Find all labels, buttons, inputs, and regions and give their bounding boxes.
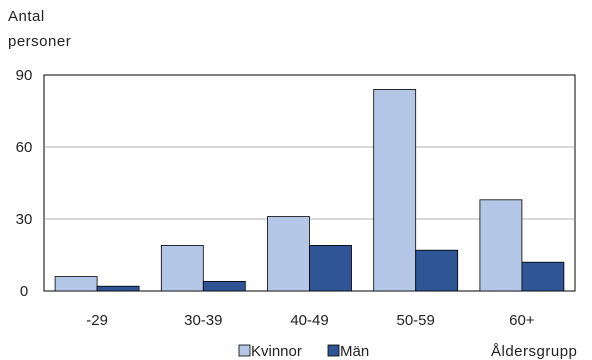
bar-man--29 xyxy=(96,285,140,292)
legend: Kvinnor Män xyxy=(238,343,369,360)
x-tick-label: 40-49 xyxy=(290,312,328,329)
bar-man-60+ xyxy=(521,261,565,292)
bar-kvinnor-60+ xyxy=(479,199,523,292)
bar-kvinnor-30-39 xyxy=(160,244,204,292)
legend-label-kvinnor: Kvinnor xyxy=(251,343,302,360)
y-tick-labels: 0 30 60 90 xyxy=(16,67,33,300)
y-axis-label-line-2: personer xyxy=(8,33,71,50)
bar-kvinnor-50-59 xyxy=(373,89,417,292)
legend-swatch-man xyxy=(327,344,340,357)
x-tick-label: 60+ xyxy=(509,312,535,329)
x-tick-labels: -29 30-39 40-49 50-59 60+ xyxy=(86,312,535,329)
bar-man-30-39 xyxy=(202,280,246,292)
legend-label-man: Män xyxy=(340,343,369,360)
y-axis-label-line-1: Antal xyxy=(8,8,45,25)
x-tick-label: 30-39 xyxy=(184,312,222,329)
bar-kvinnor--29 xyxy=(54,276,98,292)
y-tick-label: 90 xyxy=(16,67,33,84)
y-tick-label: 0 xyxy=(20,283,28,300)
legend-swatch-kvinnor xyxy=(238,344,251,357)
y-tick-label: 30 xyxy=(16,211,33,228)
bars xyxy=(54,89,565,292)
x-axis-label: Åldersgrupp xyxy=(491,343,577,360)
x-tick-label: 50-59 xyxy=(397,312,435,329)
bar-kvinnor-40-49 xyxy=(267,216,310,292)
y-tick-label: 60 xyxy=(16,139,33,156)
x-tick-label: -29 xyxy=(86,312,108,329)
bar-man-50-59 xyxy=(415,249,459,292)
bar-man-40-49 xyxy=(309,244,352,292)
